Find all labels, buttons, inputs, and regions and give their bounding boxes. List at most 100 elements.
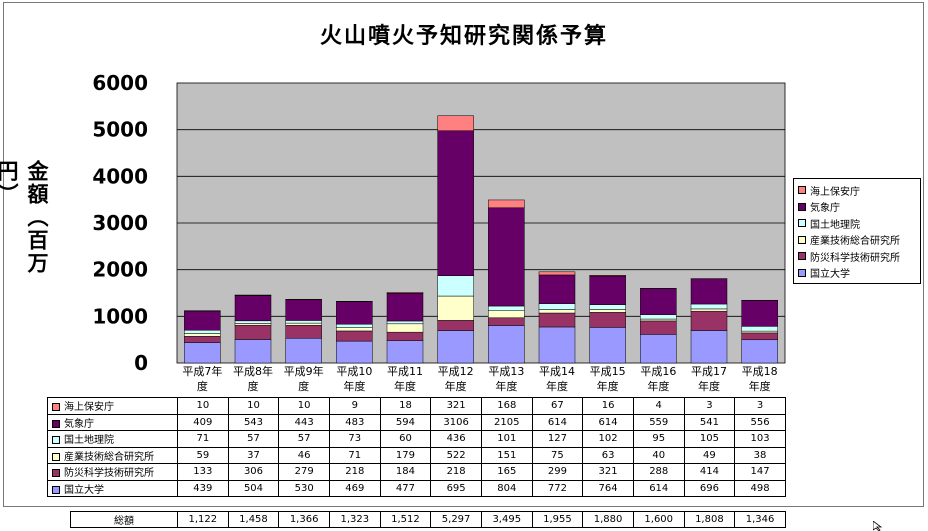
- bar-segment: [184, 310, 221, 331]
- bar-segment: [184, 342, 221, 364]
- bar-segment: [437, 115, 474, 131]
- bar-segment: [488, 325, 525, 364]
- table-cell: 522: [430, 446, 482, 464]
- legend: 海上保安庁 気象庁 国土地理院 産業技術総合研究所 防災科学技術研究所 国立大学: [793, 178, 921, 284]
- total-cell: 1,880: [582, 511, 634, 528]
- table-cell: 184: [379, 463, 432, 481]
- legend-label: 国立大学: [810, 269, 850, 281]
- table-cell: 37: [227, 446, 280, 464]
- table-cell: 63: [582, 446, 634, 464]
- legend-swatch: [798, 252, 806, 261]
- x-tick-label-line: 平成12: [437, 365, 474, 378]
- table-cell: 10: [177, 397, 229, 415]
- legend-item: 海上保安庁: [798, 182, 920, 199]
- total-label: 総額: [70, 511, 178, 528]
- bar-segment: [640, 314, 677, 320]
- table-cell: 530: [278, 479, 330, 497]
- row-label-text: 産業技術総合研究所: [64, 451, 154, 463]
- x-tick-label: 平成9年度: [279, 364, 329, 394]
- bar-segment: [690, 278, 728, 305]
- y-axis-ticks: 0 1000 2000 3000 4000 5000 6000: [92, 71, 148, 375]
- bar-segment: [589, 275, 626, 305]
- table-cell: 321: [430, 397, 482, 415]
- x-tick-label-line: 度: [196, 380, 208, 393]
- x-tick-label-line: 年度: [343, 380, 366, 393]
- table-row: 国土地理院 71 57 57 73 60 436 101 127 102 95 105 103: [47, 430, 786, 448]
- total-row: 総額 1,122 1,458 1,366 1,323 1,512 5,297 3,495 1,9…: [70, 511, 786, 528]
- x-tick-label-line: 年度: [748, 380, 771, 393]
- x-tick-label-line: 平成8年: [233, 365, 273, 378]
- table-cell: 71: [177, 430, 229, 448]
- bar-segment: [285, 320, 322, 324]
- bar-segment: [234, 324, 272, 340]
- bar-segment: [336, 340, 373, 364]
- total-cell: 1,122: [177, 511, 229, 528]
- bar-segment: [488, 207, 525, 307]
- y-tick-label: 6000: [92, 71, 148, 95]
- table-cell: 46: [278, 446, 330, 464]
- table-cell: 147: [734, 463, 786, 481]
- table-cell: 559: [632, 413, 685, 431]
- legend-swatch: [798, 186, 806, 195]
- bar-segment: [437, 295, 474, 321]
- bar-segment: [589, 275, 626, 277]
- table-row: 気象庁 409 543 443 483 594 3106 2105 614 614 559 541 55…: [47, 413, 786, 431]
- bar-segment: [336, 323, 373, 328]
- bar-segment: [336, 330, 373, 342]
- table-cell: 477: [379, 479, 432, 497]
- table-cell: 594: [379, 413, 432, 431]
- bar-segment: [386, 331, 424, 341]
- row-label: 防災科学技術研究所: [47, 463, 178, 481]
- bar-segment: [386, 323, 424, 333]
- x-tick-label-line: 平成16: [640, 365, 677, 378]
- bar-segment: [640, 320, 677, 335]
- table-cell: 218: [328, 463, 381, 481]
- bar-segment: [538, 303, 576, 310]
- y-tick-label: 4000: [92, 164, 148, 188]
- table-cell: 101: [480, 430, 533, 448]
- bar-segment: [690, 303, 728, 310]
- bar-segment: [234, 339, 272, 364]
- bar-segment: [488, 317, 525, 326]
- x-tick-label: 平成14 年度: [532, 364, 582, 394]
- table-cell: 543: [227, 413, 280, 431]
- row-label-text: 気象庁: [64, 418, 94, 430]
- bar-segment: [437, 320, 474, 331]
- legend-label: 防災科学技術研究所: [810, 252, 900, 264]
- table-cell: 414: [683, 463, 736, 481]
- table-cell: 614: [632, 479, 685, 497]
- legend-item: 気象庁: [798, 199, 920, 216]
- x-tick-label-line: 平成15: [589, 365, 626, 378]
- table-cell: 439: [177, 479, 229, 497]
- bar-segment: [690, 310, 728, 331]
- x-tick-label-line: 平成17: [691, 365, 727, 378]
- legend-item: 防災科学技術研究所: [798, 248, 920, 265]
- table-cell: 279: [278, 463, 330, 481]
- total-cell: 1,346: [734, 511, 786, 528]
- table-cell: 105: [683, 430, 736, 448]
- table-cell: 695: [430, 479, 482, 497]
- table-cell: 59: [177, 446, 229, 464]
- table-cell: 541: [683, 413, 736, 431]
- table-cell: 614: [531, 413, 584, 431]
- bar-segment: [437, 130, 474, 276]
- x-tick-label: 平成10 年度: [329, 364, 379, 394]
- bar-segment: [538, 312, 576, 328]
- bar-segment: [234, 320, 272, 324]
- table-cell: 67: [531, 397, 584, 415]
- table-cell: 556: [734, 413, 786, 431]
- x-tick-label-line: 年度: [546, 380, 568, 393]
- table-cell: 127: [531, 430, 584, 448]
- table-row: 産業技術総合研究所 59 37 46 71 179 522 151 75 63 40 49 38: [47, 446, 786, 464]
- bar-segment: [386, 292, 424, 294]
- bar-segment: [488, 310, 525, 319]
- bar-segment: [589, 327, 626, 364]
- row-label: 国立大学: [47, 479, 178, 497]
- bar-segment: [184, 333, 221, 337]
- total-cell: 1,955: [531, 511, 584, 528]
- table-cell: 3: [683, 397, 736, 415]
- bar-segment: [488, 199, 525, 209]
- bar-segment: [589, 312, 626, 328]
- legend-label: 国土地理院: [810, 219, 860, 231]
